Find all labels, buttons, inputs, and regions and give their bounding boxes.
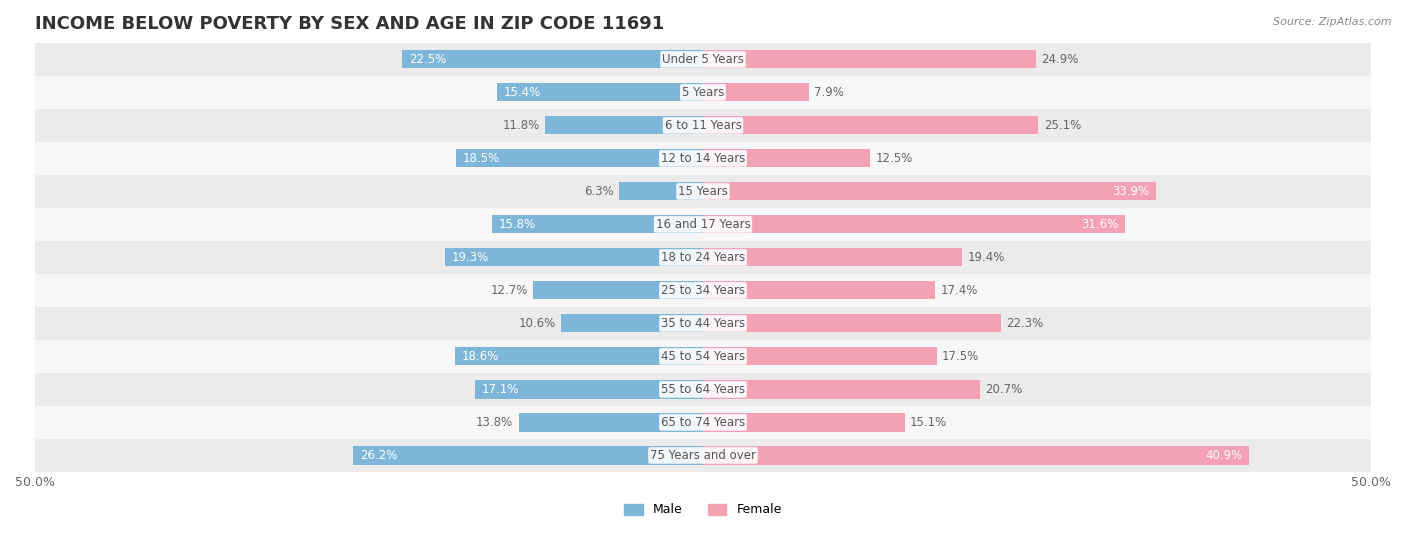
Bar — [703, 314, 1001, 333]
Text: 19.3%: 19.3% — [451, 251, 489, 264]
Text: 15.4%: 15.4% — [503, 86, 541, 99]
Text: 5 Years: 5 Years — [682, 86, 724, 99]
Text: 35 to 44 Years: 35 to 44 Years — [661, 317, 745, 330]
Bar — [446, 248, 703, 267]
Bar — [492, 215, 703, 234]
Text: 7.9%: 7.9% — [814, 86, 844, 99]
Text: 18.6%: 18.6% — [461, 350, 499, 363]
Text: 19.4%: 19.4% — [967, 251, 1005, 264]
Bar — [703, 50, 1036, 68]
Bar — [35, 76, 1371, 109]
Text: 65 to 74 Years: 65 to 74 Years — [661, 416, 745, 429]
Legend: Male, Female: Male, Female — [619, 499, 787, 522]
Text: 17.4%: 17.4% — [941, 284, 979, 297]
Text: 55 to 64 Years: 55 to 64 Years — [661, 383, 745, 396]
Text: INCOME BELOW POVERTY BY SEX AND AGE IN ZIP CODE 11691: INCOME BELOW POVERTY BY SEX AND AGE IN Z… — [35, 15, 664, 33]
Bar — [533, 281, 703, 300]
Bar — [703, 83, 808, 102]
Text: 15 Years: 15 Years — [678, 185, 728, 198]
Text: 26.2%: 26.2% — [360, 449, 396, 462]
Bar — [35, 208, 1371, 241]
Text: 33.9%: 33.9% — [1112, 185, 1149, 198]
Bar — [703, 446, 1250, 465]
Text: 18 to 24 Years: 18 to 24 Years — [661, 251, 745, 264]
Text: 16 and 17 Years: 16 and 17 Years — [655, 218, 751, 231]
Text: 25 to 34 Years: 25 to 34 Years — [661, 284, 745, 297]
Bar — [35, 142, 1371, 175]
Text: 10.6%: 10.6% — [519, 317, 555, 330]
Text: 40.9%: 40.9% — [1205, 449, 1243, 462]
Text: 75 Years and over: 75 Years and over — [650, 449, 756, 462]
Text: 6 to 11 Years: 6 to 11 Years — [665, 119, 741, 132]
Text: 6.3%: 6.3% — [583, 185, 613, 198]
Text: 22.3%: 22.3% — [1007, 317, 1043, 330]
Text: 15.8%: 15.8% — [499, 218, 536, 231]
Text: 22.5%: 22.5% — [409, 53, 446, 66]
Bar — [454, 347, 703, 366]
Bar — [35, 340, 1371, 373]
Text: Source: ZipAtlas.com: Source: ZipAtlas.com — [1274, 17, 1392, 27]
Bar — [619, 182, 703, 201]
Bar — [703, 182, 1156, 201]
Text: 11.8%: 11.8% — [503, 119, 540, 132]
Bar — [703, 116, 1039, 135]
Text: 12.5%: 12.5% — [876, 152, 912, 165]
Bar — [35, 109, 1371, 142]
Bar — [703, 281, 935, 300]
Bar — [546, 116, 703, 135]
Bar — [703, 248, 962, 267]
Bar — [519, 413, 703, 432]
Bar — [35, 373, 1371, 406]
Bar — [703, 149, 870, 168]
Text: 13.8%: 13.8% — [477, 416, 513, 429]
Bar — [498, 83, 703, 102]
Text: 45 to 54 Years: 45 to 54 Years — [661, 350, 745, 363]
Text: 12 to 14 Years: 12 to 14 Years — [661, 152, 745, 165]
Text: 31.6%: 31.6% — [1081, 218, 1119, 231]
Bar — [35, 406, 1371, 439]
Text: Under 5 Years: Under 5 Years — [662, 53, 744, 66]
Text: 17.5%: 17.5% — [942, 350, 980, 363]
Bar — [353, 446, 703, 465]
Bar — [703, 380, 980, 399]
Bar — [456, 149, 703, 168]
Text: 25.1%: 25.1% — [1043, 119, 1081, 132]
Bar — [475, 380, 703, 399]
Bar — [402, 50, 703, 68]
Bar — [35, 175, 1371, 208]
Bar — [703, 347, 936, 366]
Bar — [35, 274, 1371, 307]
Bar — [35, 439, 1371, 472]
Bar — [703, 413, 904, 432]
Text: 20.7%: 20.7% — [984, 383, 1022, 396]
Bar — [35, 241, 1371, 274]
Bar — [35, 43, 1371, 76]
Bar — [703, 215, 1125, 234]
Text: 17.1%: 17.1% — [481, 383, 519, 396]
Text: 18.5%: 18.5% — [463, 152, 499, 165]
Bar — [561, 314, 703, 333]
Bar — [35, 307, 1371, 340]
Text: 24.9%: 24.9% — [1040, 53, 1078, 66]
Text: 15.1%: 15.1% — [910, 416, 948, 429]
Text: 12.7%: 12.7% — [491, 284, 529, 297]
